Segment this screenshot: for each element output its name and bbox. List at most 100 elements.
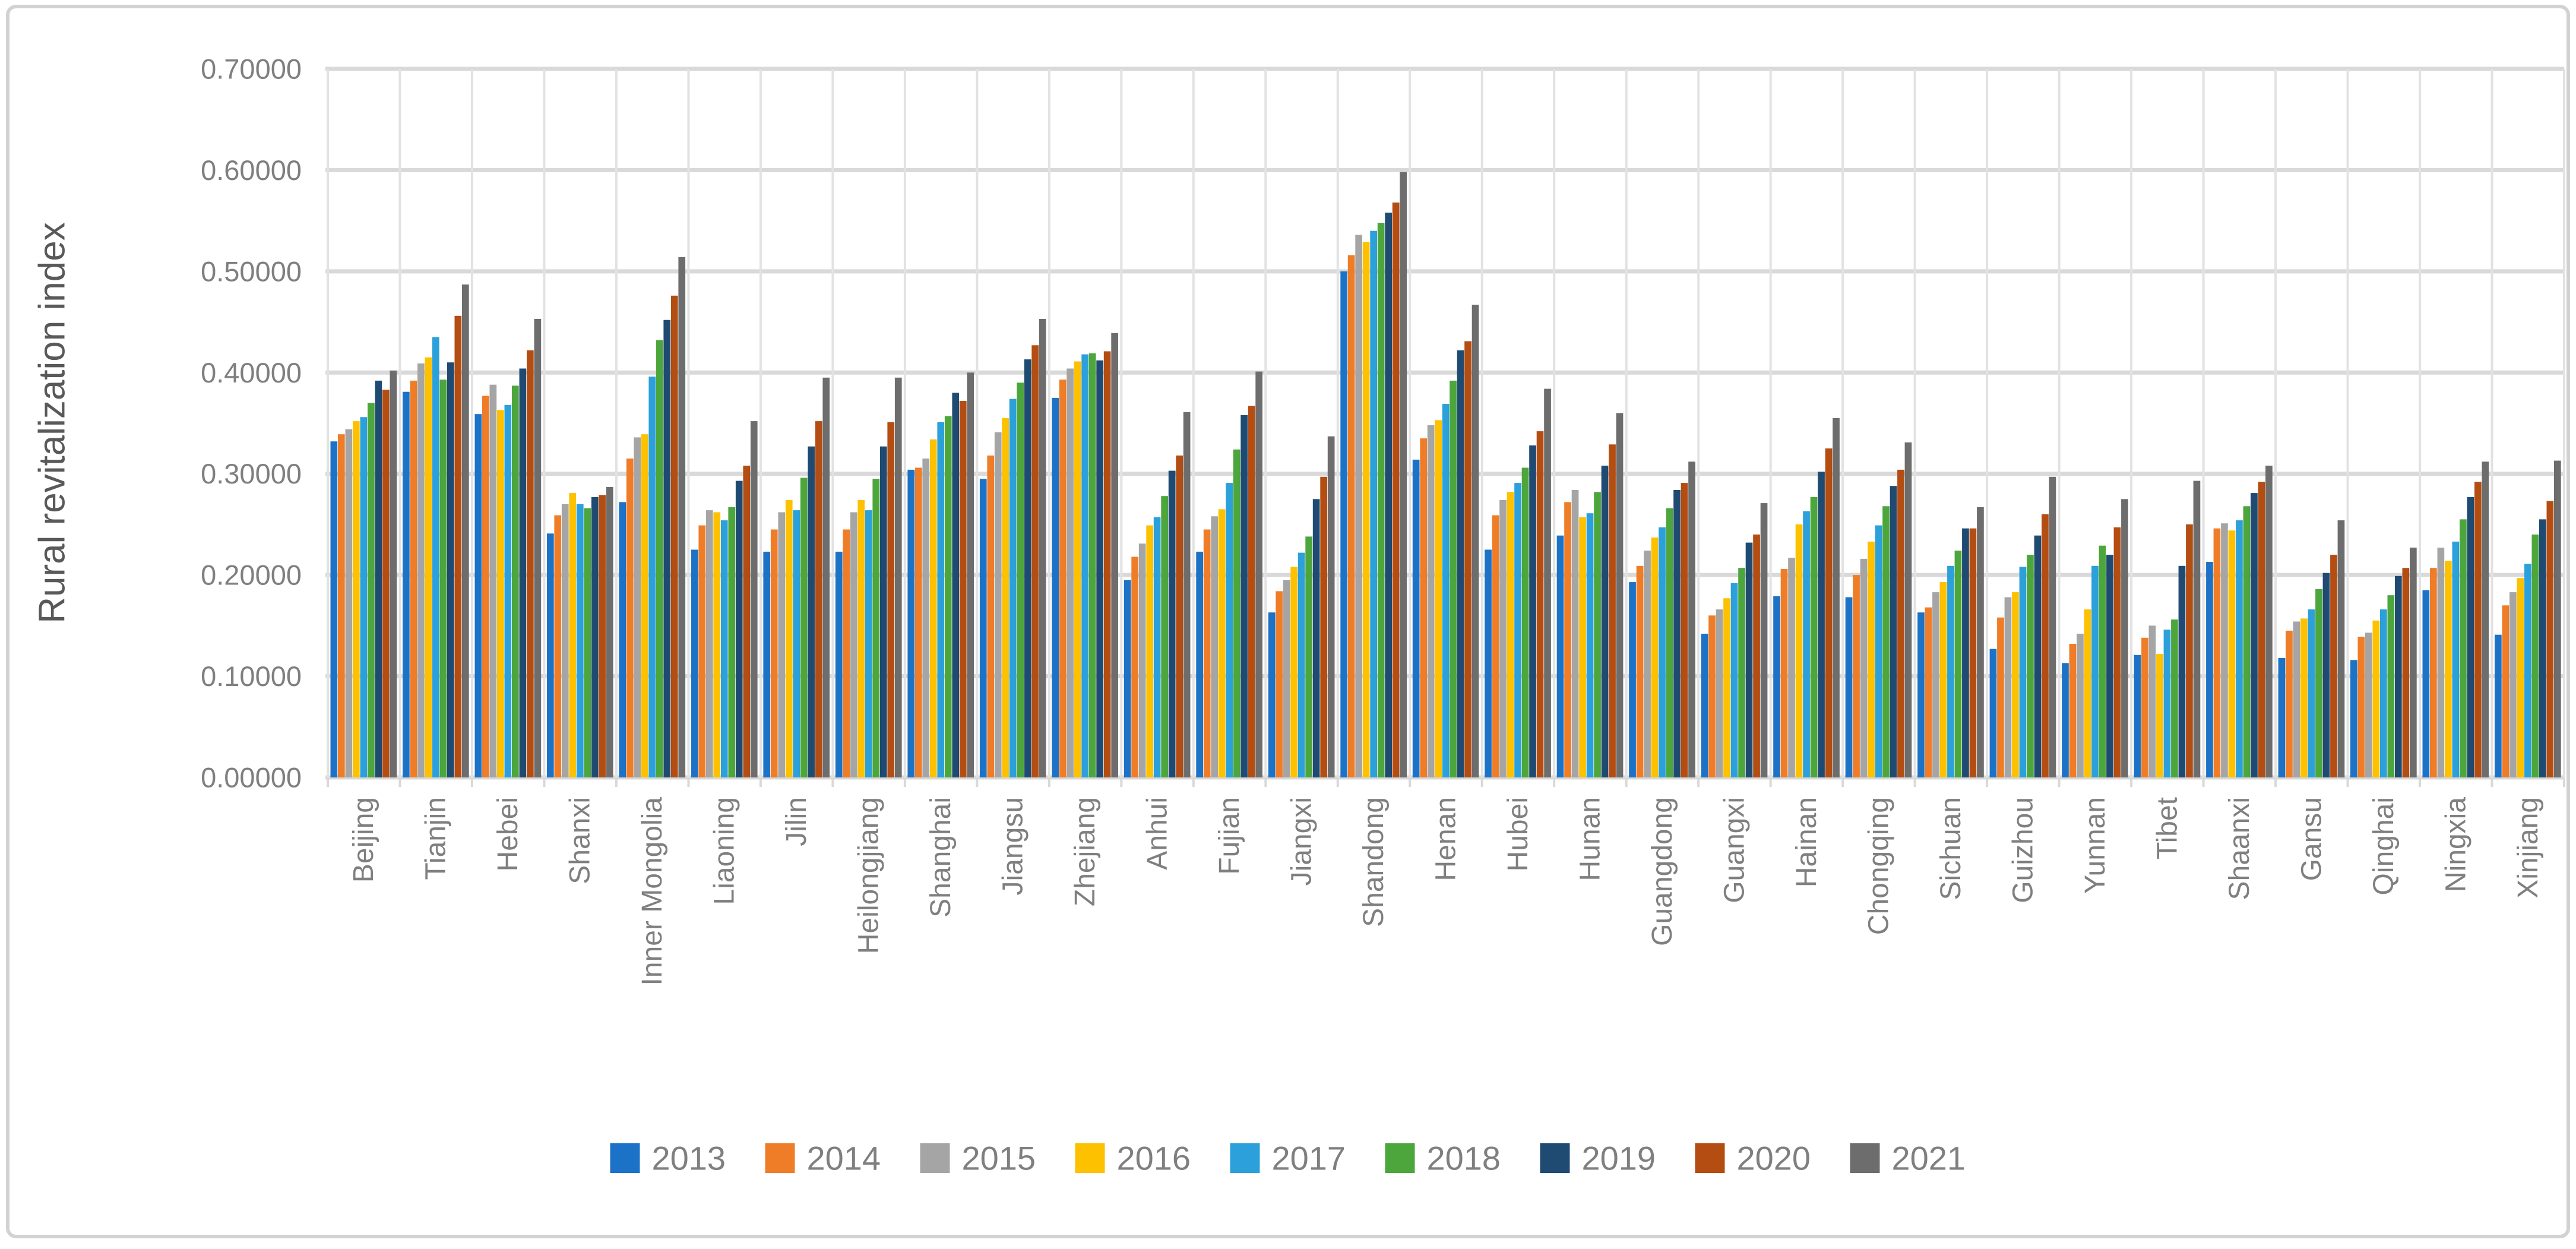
bar-2017 <box>360 417 368 777</box>
bar-2020 <box>2258 482 2265 777</box>
bar-group-ningxia <box>2422 461 2489 777</box>
bar-group-liaoning <box>691 421 758 777</box>
bar-2017 <box>2019 567 2027 777</box>
bar-2014 <box>1347 255 1355 778</box>
bar-2016 <box>2156 654 2163 777</box>
bar-2016 <box>1002 418 1009 777</box>
bar-2021 <box>1183 412 1191 777</box>
bar-2021 <box>606 486 613 777</box>
bar-2014 <box>843 529 850 778</box>
bar-2020 <box>1176 456 1183 777</box>
bar-2015 <box>1067 368 1074 777</box>
bar-2013 <box>1268 612 1276 777</box>
bar-2015 <box>2509 592 2517 777</box>
x-label-fujian: Fujian <box>1214 797 1245 875</box>
bar-2017 <box>1009 399 1017 777</box>
legend-item-2017: 2017 <box>1230 1140 1346 1177</box>
bar-2014 <box>1780 568 1788 777</box>
bar-2015 <box>2293 621 2300 777</box>
x-label-shanxi: Shanxi <box>565 797 596 884</box>
legend-item-2019: 2019 <box>1540 1140 1656 1177</box>
bar-2015 <box>489 384 497 777</box>
bar-2015 <box>922 459 930 777</box>
bar-2020 <box>815 421 822 777</box>
bar-2018 <box>2460 519 2467 777</box>
bar-2019 <box>879 446 887 777</box>
bar-2018 <box>512 385 519 777</box>
bar-2014 <box>626 459 634 777</box>
bar-2018 <box>944 416 952 777</box>
bar-2021 <box>2193 480 2201 777</box>
bar-2015 <box>1860 558 1868 777</box>
bar-2016 <box>425 357 432 777</box>
x-label-qinghai: Qinghai <box>2368 797 2400 895</box>
bar-2014 <box>2213 528 2221 777</box>
bar-2021 <box>1111 333 1118 777</box>
x-label-guizhou: Guizhou <box>2007 797 2039 903</box>
bar-2016 <box>1795 524 1803 777</box>
bar-2015 <box>778 512 786 777</box>
x-label-xinjiang: Xinjiang <box>2512 797 2544 899</box>
bar-2016 <box>1579 517 1586 777</box>
bar-2016 <box>929 439 937 777</box>
bar-group-guangdong <box>1629 461 1695 777</box>
bar-2013 <box>1989 649 1997 777</box>
bar-2019 <box>2106 555 2113 777</box>
bar-2014 <box>1492 515 1499 777</box>
bar-group-tianjin <box>403 284 469 777</box>
bar-2014 <box>1420 438 1427 777</box>
legend-swatch-2016 <box>1075 1143 1105 1173</box>
bar-2019 <box>1890 486 1897 777</box>
bar-2017 <box>576 504 584 777</box>
bar-2016 <box>2445 561 2452 777</box>
bar-2021 <box>534 319 542 777</box>
bar-2015 <box>417 363 425 777</box>
bar-2014 <box>2430 568 2437 777</box>
bar-2016 <box>2300 618 2308 777</box>
bar-2014 <box>554 515 562 777</box>
bar-2021 <box>1327 436 1335 777</box>
bar-2019 <box>2251 493 2258 777</box>
x-label-hubei: Hubei <box>1502 797 1534 871</box>
bar-2015 <box>2221 523 2228 777</box>
bar-group-hubei <box>1485 388 1551 777</box>
bar-2016 <box>2228 530 2236 777</box>
bar-2019 <box>2322 573 2330 777</box>
bar-2017 <box>865 510 872 777</box>
bar-2021 <box>1977 507 1984 777</box>
bar-2016 <box>1868 541 1875 777</box>
bar-2014 <box>338 434 345 777</box>
bar-2016 <box>2084 609 2091 777</box>
x-label-sichuan: Sichuan <box>1935 797 1967 900</box>
bar-2021 <box>1544 388 1551 777</box>
bar-2020 <box>1464 341 1471 777</box>
x-label-ningxia: Ningxia <box>2440 797 2471 892</box>
x-label-chongqing: Chongqing <box>1863 797 1894 935</box>
legend-swatch-2015 <box>920 1143 950 1173</box>
bar-2021 <box>2049 476 2056 777</box>
y-axis-tick-labels: 0.00000 0.10000 0.20000 0.30000 0.40000 0.500… <box>201 53 302 793</box>
bar-group-hebei <box>474 319 542 777</box>
bar-2020 <box>1031 345 1039 777</box>
bar-2016 <box>2372 620 2380 777</box>
bar-group-fujian <box>1196 371 1262 778</box>
bar-2013 <box>474 414 482 777</box>
bar-2020 <box>2330 555 2337 777</box>
bar-2017 <box>793 510 800 777</box>
bar-2015 <box>634 437 641 777</box>
bar-2013 <box>2350 660 2357 777</box>
bar-2013 <box>2278 657 2286 777</box>
x-label-jilin: Jilin <box>781 797 812 846</box>
bar-2021 <box>1688 461 1695 777</box>
bar-2018 <box>1738 568 1745 777</box>
bar-2018 <box>1161 496 1168 777</box>
bar-2013 <box>1340 271 1347 777</box>
bar-2017 <box>1586 513 1594 777</box>
bar-2019 <box>2395 576 2402 777</box>
y-tick-label: 0.70000 <box>201 53 302 85</box>
legend-item-2020: 2020 <box>1695 1140 1811 1177</box>
bar-2014 <box>2141 637 2148 777</box>
bar-2020 <box>2546 501 2554 777</box>
bar-2020 <box>1392 203 1400 777</box>
bar-2017 <box>937 422 945 777</box>
